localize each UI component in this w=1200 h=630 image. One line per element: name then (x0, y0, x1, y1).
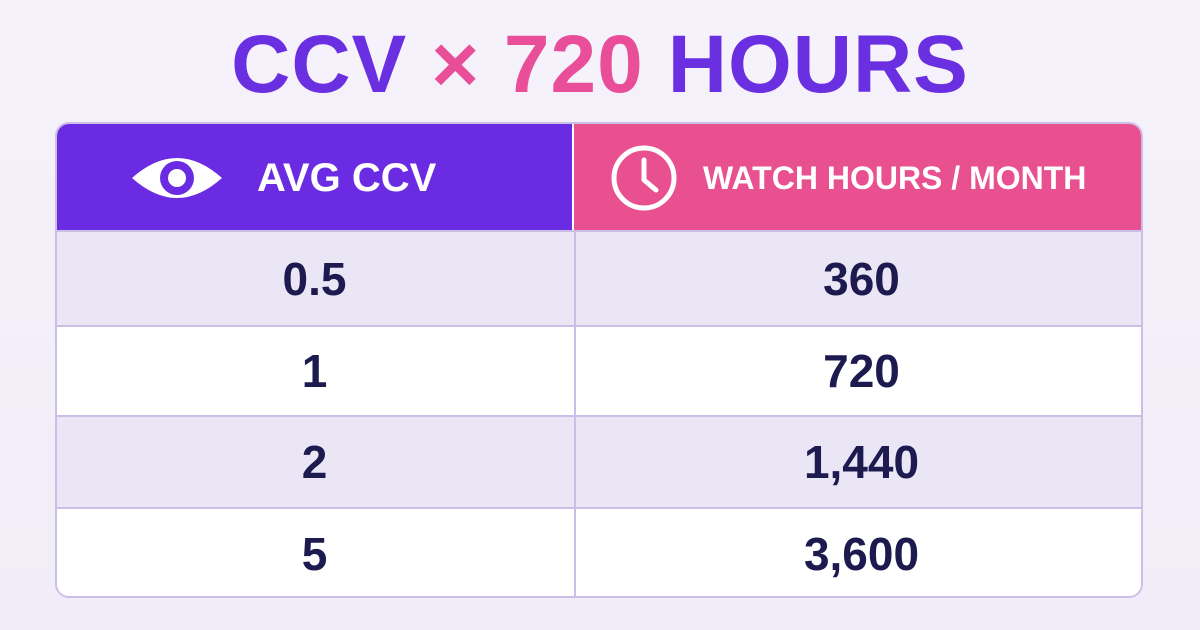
table-cell: 360 (574, 232, 1141, 325)
table-row: 2 1,440 (57, 415, 1141, 507)
title-part: × 720 (431, 19, 644, 110)
header-cell: WATCH HOURS / MONTH (574, 124, 1141, 232)
table-cell: 5 (301, 527, 328, 580)
eye-icon (132, 158, 222, 198)
table-cell: 2 (301, 436, 328, 488)
header-cell: AVG CCV (57, 124, 572, 232)
clock-icon (611, 145, 677, 211)
table-row: 5 3,600 (57, 507, 1141, 596)
table: AVG CCV WATCH HOURS / MONTH 0.5 360 1 720 2 1… (55, 122, 1143, 598)
header-text: AVG CCV (257, 155, 437, 200)
title-part: CCV (231, 19, 408, 110)
header-text: WATCH HOURS / MONTH (703, 159, 1087, 196)
title: CCV × 720 HOURS (0, 18, 1200, 112)
table-row: 1 720 (57, 325, 1141, 415)
table-row: 0.5 360 (57, 230, 1141, 325)
table-cell: 720 (574, 327, 1141, 415)
table-cell: 1,440 (574, 417, 1141, 507)
table-cell: 1 (301, 345, 328, 397)
table-cell: 0.5 (282, 252, 347, 305)
title-part: HOURS (667, 19, 969, 110)
table-cell: 3,600 (574, 509, 1141, 596)
